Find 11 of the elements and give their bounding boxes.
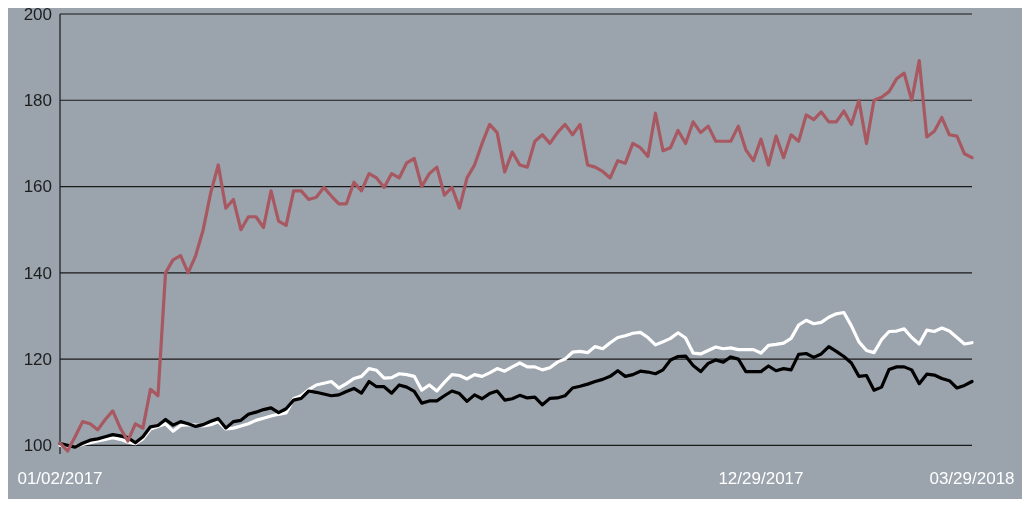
x-tick-label: 03/29/2018 (929, 469, 1015, 488)
y-tick-label: 180 (23, 91, 52, 111)
line-series (58, 310, 974, 448)
y-tick-label: 100 (23, 436, 52, 456)
y-tick-label: 200 (23, 4, 52, 24)
x-tick-label: 01/02/2017 (17, 469, 103, 488)
y-tick-label: 160 (23, 177, 52, 197)
x-tick-label: 12/29/2017 (718, 469, 804, 488)
y-tick-label: 120 (23, 350, 52, 370)
y-tick-label: 140 (23, 263, 52, 283)
line-series (58, 58, 974, 453)
